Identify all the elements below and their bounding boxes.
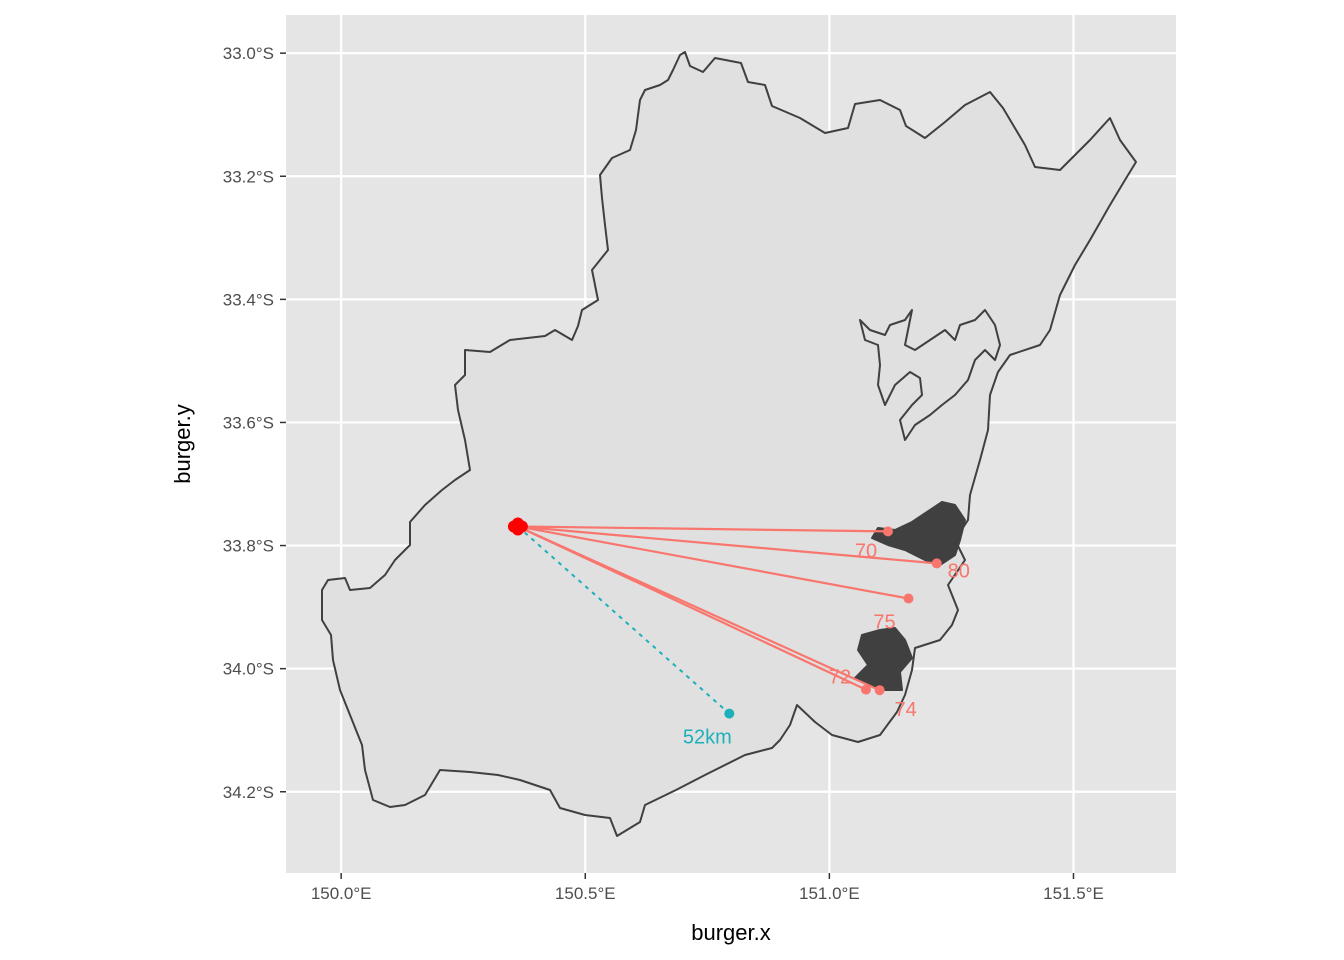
destination-point — [860, 684, 871, 695]
point-labels: 70 80 75 72 74 52km — [683, 540, 970, 748]
destination-point — [874, 685, 885, 696]
axes: 150.0°E 150.5°E 151.0°E 151.5°E 33.0°S 33.2°S… — [223, 44, 1104, 903]
x-tick-label: 150.5°E — [555, 884, 616, 903]
y-tick-label: 33.2°S — [223, 167, 274, 186]
destination-point — [724, 708, 735, 719]
y-tick-label: 34.0°S — [223, 660, 274, 679]
y-tick-label: 33.0°S — [223, 44, 274, 63]
distance-segment — [517, 525, 881, 692]
distance-segment — [517, 525, 909, 600]
origin-points — [507, 517, 528, 536]
x-tick-label: 151.5°E — [1043, 884, 1104, 903]
destination-point — [931, 558, 942, 569]
point-label: 72 — [829, 667, 851, 689]
point-label: 52km — [683, 727, 732, 749]
x-axis-title: burger.x — [691, 920, 771, 945]
distance-segment — [517, 525, 888, 533]
y-tick-label: 33.6°S — [223, 413, 274, 432]
y-tick-label: 33.8°S — [223, 537, 274, 556]
y-axis-title: burger.y — [170, 404, 195, 484]
distance-segment — [517, 525, 937, 565]
origin-point — [511, 523, 524, 536]
point-label: 80 — [948, 560, 970, 582]
point-label: 70 — [855, 540, 877, 562]
region-boundary — [321, 51, 1137, 837]
destination-points — [724, 526, 942, 719]
distance-segments — [517, 525, 937, 715]
point-label: 75 — [873, 611, 895, 633]
inland-waterways — [854, 309, 1001, 691]
destination-point — [882, 526, 893, 537]
x-tick-label: 151.0°E — [799, 884, 860, 903]
y-tick-label: 34.2°S — [223, 783, 274, 802]
destination-point — [903, 593, 914, 604]
y-tick-label: 33.4°S — [223, 290, 274, 309]
distance-segment — [517, 525, 730, 715]
point-label: 74 — [895, 699, 917, 721]
x-tick-label: 150.0°E — [311, 884, 372, 903]
